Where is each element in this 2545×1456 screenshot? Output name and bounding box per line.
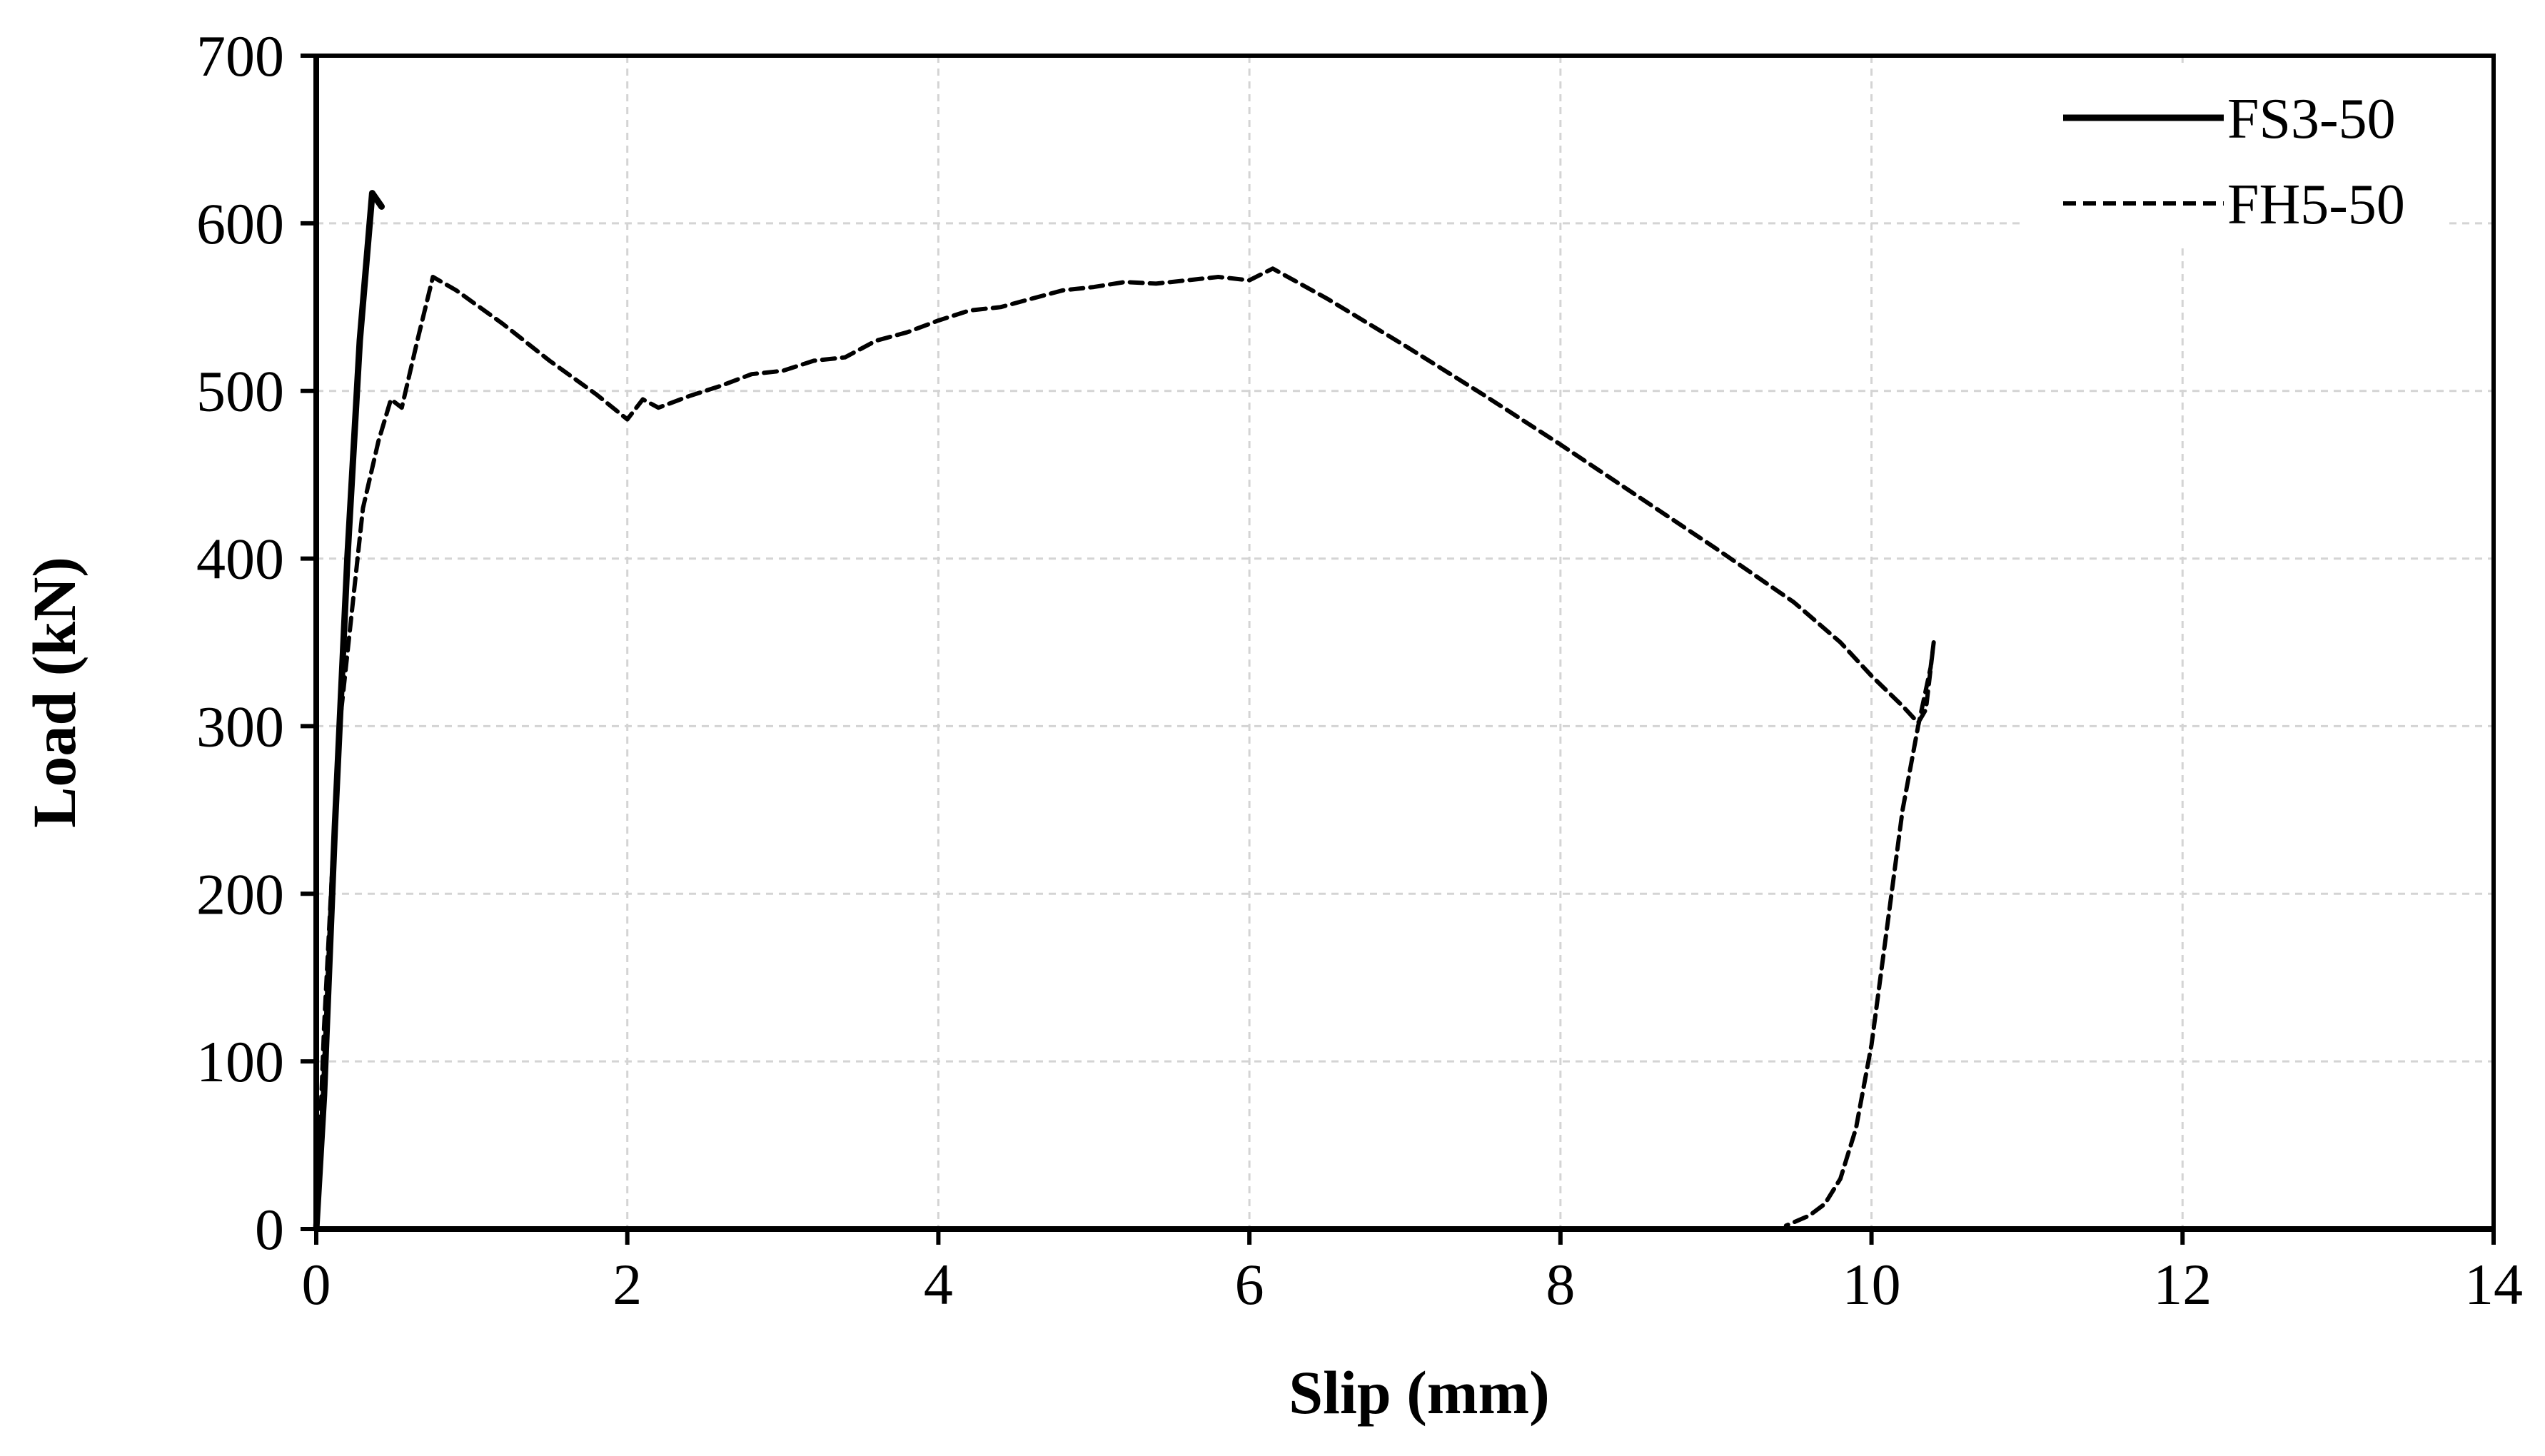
x-axis-title: Slip (mm) <box>1289 1358 1550 1427</box>
x-tick-label: 0 <box>302 1252 331 1317</box>
series-line-fh5-50 <box>314 266 1936 1231</box>
x-tick-label: 12 <box>2153 1252 2212 1317</box>
y-tick-label: 100 <box>196 1029 284 1094</box>
y-tick-label: 200 <box>196 861 284 926</box>
x-tick-label: 4 <box>924 1252 953 1317</box>
series-layer <box>313 190 1936 1233</box>
y-tick-label: 600 <box>196 191 284 256</box>
x-tick-label: 10 <box>1843 1252 1901 1317</box>
y-tick-label: 700 <box>196 24 284 89</box>
x-tick-label: 6 <box>1235 1252 1264 1317</box>
y-axis-title: Load (kN) <box>20 557 89 828</box>
series-line-fs3-50 <box>313 190 385 1233</box>
legend-label-fh5-50: FH5-50 <box>2227 173 2405 236</box>
y-tick-label: 400 <box>196 527 284 592</box>
legend: FS3-50 FH5-50 <box>2020 64 2449 243</box>
y-tick-label: 0 <box>255 1197 284 1262</box>
y-tick-label: 300 <box>196 694 284 759</box>
tick-labels: 0 2 4 6 8 10 12 14 0 100 200 300 400 500 600 700 <box>196 24 2523 1317</box>
x-tick-label: 8 <box>1546 1252 1575 1317</box>
legend-background <box>2020 64 2449 243</box>
x-tick-label: 14 <box>2464 1252 2523 1317</box>
legend-label-fs3-50: FS3-50 <box>2227 88 2396 151</box>
y-tick-label: 500 <box>196 359 284 424</box>
axes <box>301 54 2496 1245</box>
x-tick-label: 2 <box>613 1252 642 1317</box>
